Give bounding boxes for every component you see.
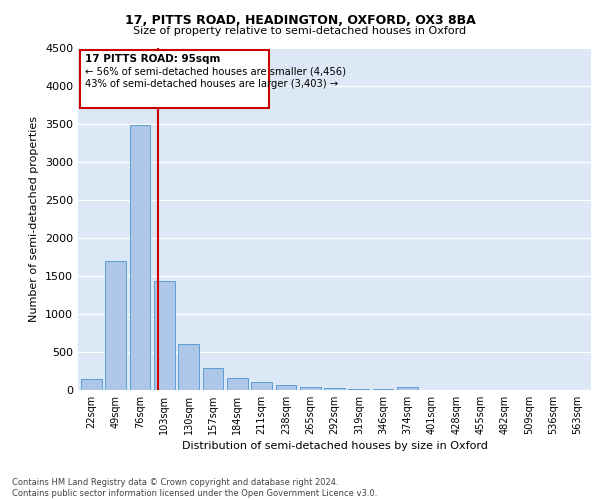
Bar — [106, 260, 126, 390]
Bar — [203, 368, 223, 390]
Text: Contains HM Land Registry data © Crown copyright and database right 2024.
Contai: Contains HM Land Registry data © Crown c… — [12, 478, 377, 498]
Text: Size of property relative to semi-detached houses in Oxford: Size of property relative to semi-detach… — [133, 26, 467, 36]
Text: ← 56% of semi-detached houses are smaller (4,456): ← 56% of semi-detached houses are smalle… — [85, 66, 346, 76]
X-axis label: Distribution of semi-detached houses by size in Oxford: Distribution of semi-detached houses by … — [182, 441, 487, 451]
Bar — [349, 389, 369, 390]
Bar — [397, 387, 418, 390]
Bar — [251, 382, 272, 390]
Text: 17, PITTS ROAD, HEADINGTON, OXFORD, OX3 8BA: 17, PITTS ROAD, HEADINGTON, OXFORD, OX3 … — [125, 14, 475, 27]
Bar — [130, 125, 151, 390]
Y-axis label: Number of semi-detached properties: Number of semi-detached properties — [29, 116, 40, 322]
Bar — [324, 388, 345, 390]
Bar — [154, 281, 175, 390]
Text: 17 PITTS ROAD: 95sqm: 17 PITTS ROAD: 95sqm — [85, 54, 220, 64]
FancyBboxPatch shape — [80, 50, 269, 108]
Bar — [275, 386, 296, 390]
Bar — [300, 388, 320, 390]
Bar — [178, 344, 199, 390]
Bar — [227, 378, 248, 390]
Bar — [373, 389, 394, 390]
Text: 43% of semi-detached houses are larger (3,403) →: 43% of semi-detached houses are larger (… — [85, 78, 338, 88]
Bar — [81, 380, 102, 390]
